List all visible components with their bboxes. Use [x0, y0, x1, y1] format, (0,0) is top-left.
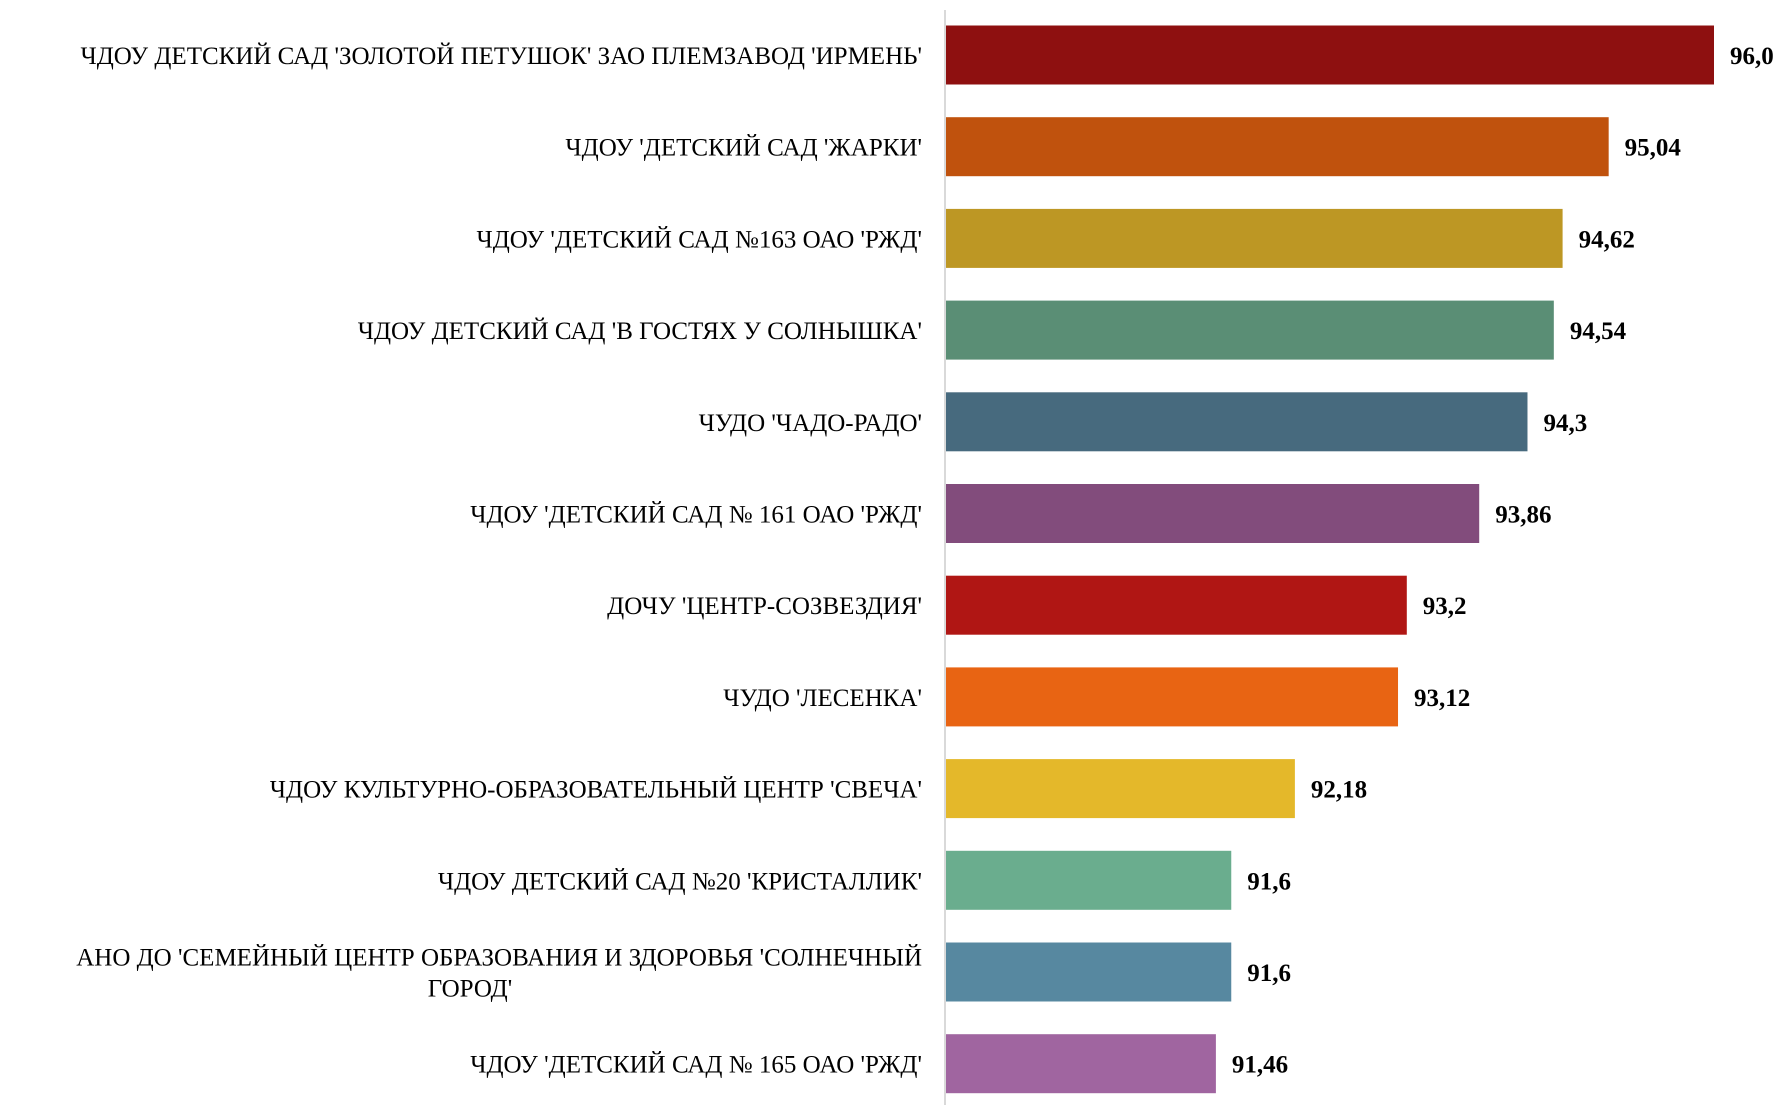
category-label-4: ЧДОУ ДЕТСКИЙ САД 'В ГОСТЯХ У СОЛНЫШКА' — [358, 317, 922, 345]
value-label-9: 92,18 — [1311, 777, 1367, 804]
category-label-8: ЧУДО 'ЛЕСЕНКА' — [723, 685, 922, 712]
category-label-6: ЧДОУ 'ДЕТСКИЙ САД № 161 ОАО 'РЖД' — [470, 501, 922, 529]
bar-1 — [946, 25, 1714, 85]
category-label-9: ЧДОУ КУЛЬТУРНО-ОБРАЗОВАТЕЛЬНЫЙ ЦЕНТР 'СВ… — [270, 776, 922, 804]
value-label-3: 94,62 — [1579, 226, 1635, 253]
bar-2 — [946, 117, 1609, 177]
category-label-3: ЧДОУ 'ДЕТСКИЙ САД №163 ОАО 'РЖД' — [476, 225, 922, 253]
bar-8 — [946, 667, 1399, 727]
value-label-7: 93,2 — [1423, 593, 1467, 620]
value-label-10: 91,6 — [1247, 868, 1291, 895]
bar-11 — [946, 942, 1232, 1002]
category-label-11-line-1: АНО ДО 'СЕМЕЙНЫЙ ЦЕНТР ОБРАЗОВАНИЯ И ЗДО… — [76, 944, 922, 972]
bar-10 — [946, 850, 1232, 910]
bar-7 — [946, 575, 1407, 635]
category-label-5: ЧУДО 'ЧАДО-РАДО' — [699, 410, 922, 437]
category-label-2: ЧДОУ 'ДЕТСКИЙ САД 'ЖАРКИ' — [565, 134, 922, 162]
bar-9 — [946, 759, 1295, 819]
value-labels-group: 96,0 95,04 94,62 94,54 94,3 93,86 93,2 93,12 92,… — [1232, 43, 1774, 1079]
bar-5 — [946, 392, 1528, 452]
value-label-5: 94,3 — [1543, 410, 1587, 437]
category-label-12: ЧДОУ 'ДЕТСКИЙ САД № 165 ОАО 'РЖД' — [470, 1051, 922, 1079]
bar-4 — [946, 300, 1554, 360]
value-label-8: 93,12 — [1414, 685, 1470, 712]
bars-group — [946, 25, 1714, 1094]
category-label-11-line-2: ГОРОД' — [428, 976, 512, 1003]
value-label-2: 95,04 — [1625, 135, 1682, 162]
value-label-1: 96,0 — [1730, 43, 1774, 70]
value-label-4: 94,54 — [1570, 318, 1627, 345]
value-label-6: 93,86 — [1495, 502, 1551, 529]
bar-12 — [946, 1034, 1216, 1094]
bar-6 — [946, 484, 1480, 543]
category-label-7: ДОЧУ 'ЦЕНТР-СОЗВЕЗДИЯ' — [607, 593, 922, 620]
value-label-12: 91,46 — [1232, 1052, 1288, 1079]
bar-3 — [946, 208, 1563, 268]
category-label-1: ЧДОУ ДЕТСКИЙ САД 'ЗОЛОТОЙ ПЕТУШОК' ЗАО П… — [80, 42, 922, 70]
category-labels-group: ЧДОУ ДЕТСКИЙ САД 'ЗОЛОТОЙ ПЕТУШОК' ЗАО П… — [76, 42, 922, 1079]
category-label-10: ЧДОУ ДЕТСКИЙ САД №20 'КРИСТАЛЛИК' — [438, 867, 922, 895]
value-label-11: 91,6 — [1247, 960, 1291, 987]
